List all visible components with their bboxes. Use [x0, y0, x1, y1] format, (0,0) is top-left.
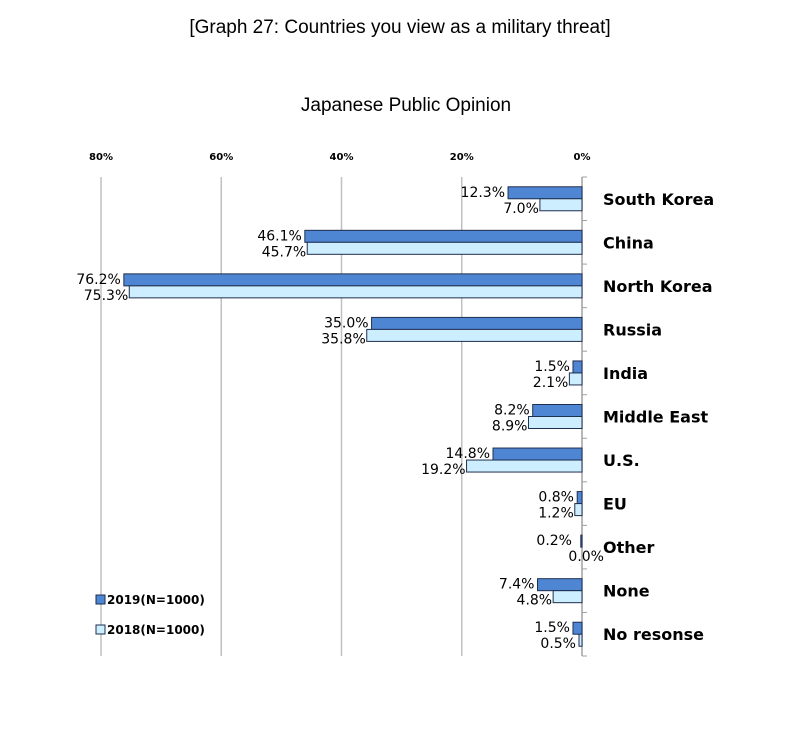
- bar-2019: [580, 534, 583, 548]
- data-label: 0.2%: [536, 533, 572, 549]
- x-tick-label: 80%: [89, 152, 113, 163]
- bar-2018: [539, 198, 583, 212]
- data-label: 19.2%: [421, 462, 465, 478]
- bar-2018: [366, 328, 583, 342]
- data-label: 7.0%: [503, 201, 539, 217]
- data-label: 75.3%: [84, 288, 128, 304]
- data-label: 46.1%: [257, 228, 301, 244]
- category-label: India: [603, 364, 648, 383]
- bar-2018: [306, 241, 583, 255]
- legend-swatch: [95, 624, 106, 635]
- category-label: North Korea: [603, 277, 713, 296]
- chart-subtitle: Japanese Public Opinion: [300, 95, 512, 116]
- legend-swatch: [95, 594, 106, 605]
- category-label: South Korea: [603, 190, 714, 209]
- bar-2018: [527, 416, 583, 429]
- bar-2018: [574, 503, 583, 517]
- data-label: 1.5%: [534, 359, 570, 375]
- category-label: Middle East: [603, 408, 708, 427]
- bar-2018: [466, 459, 583, 473]
- data-label: 7.4%: [499, 577, 535, 593]
- data-label: 76.2%: [76, 272, 120, 288]
- category-label: Other: [603, 538, 654, 557]
- legend-label: 2018(N=1000): [107, 623, 205, 637]
- bar-2019: [492, 447, 583, 461]
- category-label: U.S.: [603, 451, 640, 470]
- data-label: 12.3%: [461, 185, 505, 201]
- data-label: 2.1%: [533, 375, 569, 391]
- x-tick-label: 20%: [450, 152, 474, 163]
- category-label: EU: [603, 495, 627, 514]
- legend-label: 2019(N=1000): [107, 593, 205, 607]
- data-label: 0.5%: [540, 636, 576, 652]
- bar-2019: [123, 273, 583, 287]
- data-label: 35.8%: [321, 331, 365, 347]
- bar-2019: [537, 578, 583, 592]
- bar-2019: [304, 229, 583, 243]
- bar-2019: [576, 491, 583, 505]
- bar-2019: [572, 360, 583, 374]
- data-label: 45.7%: [262, 244, 306, 260]
- bar-2019: [507, 186, 583, 200]
- data-label: 0.0%: [568, 549, 604, 565]
- data-label: 4.8%: [517, 593, 553, 609]
- data-label: 0.8%: [538, 490, 574, 506]
- category-label: China: [603, 233, 654, 252]
- bar-2019: [572, 621, 583, 635]
- data-label: 14.8%: [446, 446, 490, 462]
- category-label: No resonse: [603, 625, 704, 644]
- x-tick-label: 0%: [574, 152, 591, 163]
- bar-2019: [371, 316, 583, 330]
- chart-title: [Graph 27: Countries you view as a milit…: [189, 17, 611, 38]
- bar-2018: [128, 285, 583, 299]
- bar-2018: [552, 590, 583, 604]
- category-label: Russia: [603, 320, 662, 339]
- data-label: 1.5%: [534, 620, 570, 636]
- data-label: 8.2%: [494, 403, 530, 419]
- data-label: 8.9%: [492, 419, 528, 435]
- data-label: 35.0%: [324, 315, 368, 331]
- category-label: None: [603, 582, 650, 601]
- data-label: 1.2%: [538, 506, 574, 522]
- bar-2018: [578, 633, 583, 647]
- bar-2019: [532, 404, 583, 417]
- bar-2018: [568, 372, 583, 386]
- x-tick-label: 60%: [209, 152, 233, 163]
- x-tick-label: 40%: [330, 152, 354, 163]
